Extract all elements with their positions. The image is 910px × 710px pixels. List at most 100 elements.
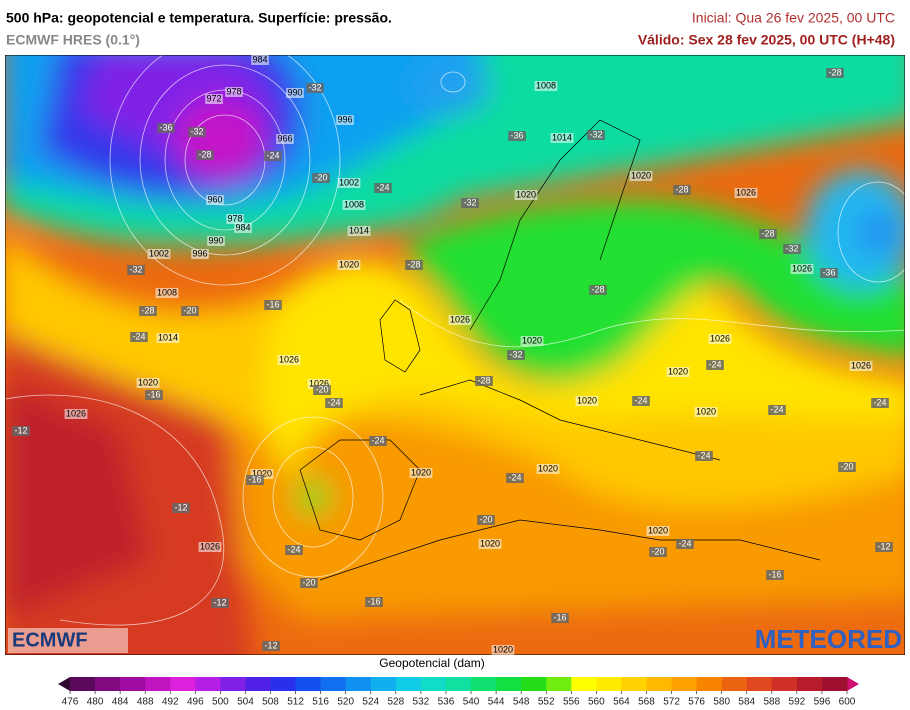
pressure-label: 1026: [710, 333, 730, 343]
pressure-label-bg: [849, 361, 873, 371]
pressure-label: 972: [206, 93, 221, 103]
pressure-label-bg: [629, 171, 653, 181]
temperature-label-bg: [300, 578, 318, 588]
pressure-label: 1020: [648, 525, 668, 535]
logo-box: [8, 628, 128, 653]
pressure-label-bg: [536, 464, 560, 474]
temperature-label: -32: [129, 264, 142, 274]
pressure-label-bg: [550, 133, 574, 143]
temperature-label: -28: [591, 284, 604, 294]
temperature-label-bg: [649, 547, 667, 557]
colorbar-swatch: [70, 677, 96, 691]
pressure-label: 1014: [158, 332, 178, 342]
temperature-label: -32: [308, 82, 321, 92]
pressure-label-bg: [307, 379, 331, 389]
pressure-label-bg: [155, 288, 179, 298]
temperature-label: -24: [678, 538, 691, 548]
temperature-label-bg: [766, 570, 784, 580]
temperature-label-bg: [838, 462, 856, 472]
temperature-label: -24: [508, 472, 521, 482]
pressure-label-bg: [225, 87, 243, 97]
temperature-label: -24: [376, 182, 389, 192]
pressure-label-bg: [734, 188, 758, 198]
colorbar-swatch: [471, 677, 497, 691]
temperature-label-bg: [676, 539, 694, 549]
pressure-label: 990: [208, 235, 223, 245]
pressure-label-bg: [226, 214, 244, 224]
colorbar-tick-label: 480: [87, 697, 104, 708]
isobars: [5, 55, 905, 626]
temperature-label-bg: [507, 350, 525, 360]
temperature-label-bg: [312, 173, 330, 183]
colorbar-title: Geopotencial (dam): [379, 656, 484, 670]
pressure-label-bg: [337, 260, 361, 270]
temperature-label-bg: [313, 385, 331, 395]
pressure-label: 1020: [493, 644, 513, 654]
temperature-label-bg: [285, 545, 303, 555]
temperature-label-bg: [306, 83, 324, 93]
temperature-label-bg: [246, 475, 264, 485]
pressure-label-bg: [286, 88, 304, 98]
pressure-label-bg: [520, 336, 544, 346]
pressure-label-bg: [534, 81, 558, 91]
temperature-label-bg: [673, 185, 691, 195]
temperature-label: -20: [183, 305, 196, 315]
colorbar-swatch: [145, 677, 171, 691]
colorbar-tick-label: 504: [237, 697, 254, 708]
temperature-label: -24: [132, 331, 145, 341]
pressure-label: 978: [226, 86, 241, 96]
colorbar-tick-label: 476: [62, 697, 79, 708]
temperature-label-bg: [632, 396, 650, 406]
pressure-label: 1020: [577, 395, 597, 405]
pressure-label: 1026: [200, 541, 220, 551]
pressure-label: 1026: [792, 263, 812, 273]
temperature-label: -32: [509, 349, 522, 359]
temperature-label-bg: [127, 265, 145, 275]
temperature-label: -36: [822, 267, 835, 277]
colorbar-swatch: [821, 677, 848, 691]
pressure-label-bg: [191, 249, 209, 259]
pressure-label: 996: [192, 248, 207, 258]
pressure-label: 1026: [736, 187, 756, 197]
pressure-label: 990: [287, 87, 302, 97]
temperature-label-bg: [365, 597, 383, 607]
colorbar-swatch: [395, 677, 422, 691]
pressure-label: 960: [207, 194, 222, 204]
initial-time: Inicial: Qua 26 fev 2025, 00 UTC: [692, 10, 895, 26]
pressure-label: 966: [277, 133, 292, 143]
temperature-label: -32: [190, 126, 203, 136]
temperature-label-bg: [325, 398, 343, 408]
temperature-label-bg: [157, 123, 175, 133]
temperature-label-bg: [506, 473, 524, 483]
colorbar-swatch: [420, 677, 447, 691]
colorbar-swatch: [671, 677, 698, 691]
temperature-label: -28: [761, 228, 774, 238]
temperature-label: -20: [314, 172, 327, 182]
colorbar-swatch: [120, 677, 146, 691]
colorbar-tick-label: 552: [538, 697, 555, 708]
temperature-label-bg: [188, 127, 206, 137]
colorbar-tick-label: 548: [513, 697, 530, 708]
pressure-label: 1008: [536, 80, 556, 90]
colorbar-tick-label: 488: [137, 697, 154, 708]
colorbar-tick-label: 564: [613, 697, 630, 708]
colorbar-swatch: [571, 677, 597, 691]
temperature-label: -24: [708, 359, 721, 369]
pressure-label-bg: [206, 195, 224, 205]
pressure-label-bg: [491, 645, 515, 655]
temperature-label: -28: [828, 67, 841, 77]
model: ECMWF HRES (0.1°): [6, 32, 140, 48]
pressure-label: 1020: [339, 259, 359, 269]
pressure-label: 1014: [349, 225, 369, 235]
pressure-label: 984: [252, 54, 267, 64]
temperature-label: -24: [697, 450, 710, 460]
colorbar-tick-label: 572: [663, 697, 680, 708]
temperature-label: -20: [651, 546, 664, 556]
temperature-label-bg: [826, 68, 844, 78]
pressure-label: 1020: [516, 189, 536, 199]
colorbar-tick-label: 532: [413, 697, 430, 708]
pressure-label: 1002: [339, 177, 359, 187]
colorbar-tick-label: 484: [112, 697, 129, 708]
pressure-label-bg: [514, 190, 538, 200]
